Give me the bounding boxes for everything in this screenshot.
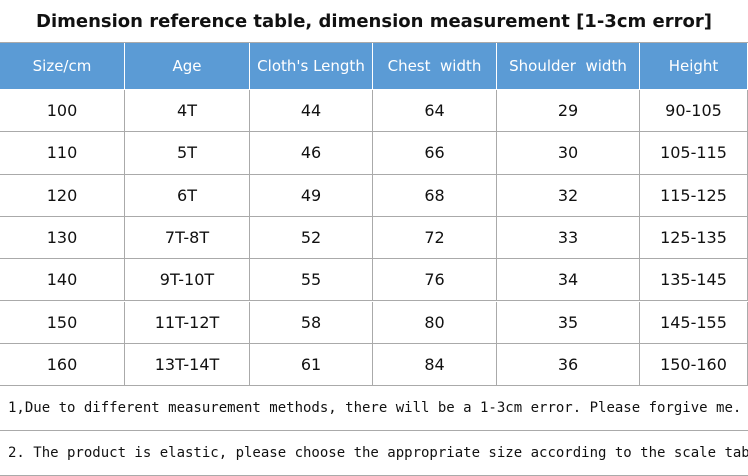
table-cell: 61 xyxy=(250,343,373,387)
table-cell: 68 xyxy=(373,174,497,217)
table-cell: 4T xyxy=(125,90,250,133)
table-cell: 110 xyxy=(0,132,125,175)
column-header: Chest width xyxy=(373,43,497,90)
table-cell: 13T-14T xyxy=(125,343,250,387)
table-cell: 34 xyxy=(497,259,640,302)
table-cell: 32 xyxy=(497,174,640,217)
table-cell: 90-105 xyxy=(640,90,748,133)
table-cell: 49 xyxy=(250,174,373,217)
table-cell: 135-145 xyxy=(640,259,748,302)
column-header: Size/cm xyxy=(0,43,125,90)
table-cell: 160 xyxy=(0,343,125,387)
table-cell: 130 xyxy=(0,216,125,260)
table-cell: 76 xyxy=(373,259,497,302)
table-title: Dimension reference table, dimension mea… xyxy=(0,0,748,43)
note-text: 1,Due to different measurement methods, … xyxy=(0,386,748,432)
table-cell: 30 xyxy=(497,132,640,175)
table-cell: 6T xyxy=(125,174,250,217)
table-cell: 100 xyxy=(0,90,125,133)
table-cell: 33 xyxy=(497,216,640,260)
table-cell: 120 xyxy=(0,174,125,217)
table-cell: 29 xyxy=(497,90,640,133)
table-cell: 150-160 xyxy=(640,343,748,387)
note-text: 2. The product is elastic, please choose… xyxy=(0,431,748,476)
table-cell: 11T-12T xyxy=(125,301,250,344)
table-cell: 55 xyxy=(250,259,373,302)
table-cell: 64 xyxy=(373,90,497,133)
table-cell: 35 xyxy=(497,301,640,344)
table-cell: 46 xyxy=(250,132,373,175)
table-cell: 5T xyxy=(125,132,250,175)
column-header: Cloth's Length xyxy=(250,43,373,90)
table-cell: 145-155 xyxy=(640,301,748,344)
column-header: Age xyxy=(125,43,250,90)
table-cell: 44 xyxy=(250,90,373,133)
table-cell: 66 xyxy=(373,132,497,175)
column-header: Height xyxy=(640,43,748,90)
table-cell: 140 xyxy=(0,259,125,302)
table-cell: 80 xyxy=(373,301,497,344)
table-cell: 36 xyxy=(497,343,640,387)
table-cell: 115-125 xyxy=(640,174,748,217)
table-cell: 150 xyxy=(0,301,125,344)
table-cell: 72 xyxy=(373,216,497,260)
column-header: Shoulder width xyxy=(497,43,640,90)
table-cell: 84 xyxy=(373,343,497,387)
table-cell: 7T-8T xyxy=(125,216,250,260)
table-cell: 105-115 xyxy=(640,132,748,175)
table-cell: 52 xyxy=(250,216,373,260)
table-cell: 58 xyxy=(250,301,373,344)
table-cell: 125-135 xyxy=(640,216,748,260)
table-cell: 9T-10T xyxy=(125,259,250,302)
